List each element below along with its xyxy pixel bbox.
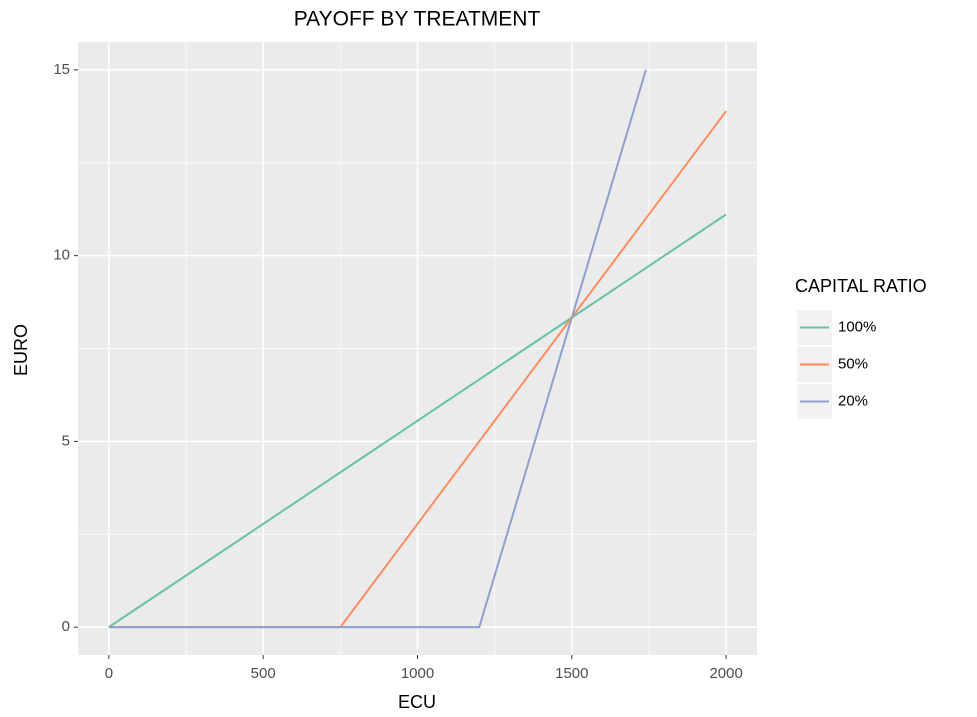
x-tick-label: 1500 — [555, 665, 588, 682]
y-axis-label: EURO — [11, 324, 31, 376]
grid — [78, 42, 757, 655]
series-line — [108, 69, 647, 629]
series-line — [108, 213, 727, 628]
x-tick-label: 500 — [251, 665, 276, 682]
legend-title: CAPITAL RATIO — [795, 276, 927, 296]
y-tick-label: 0 — [62, 618, 70, 635]
x-axis-label: ECU — [398, 692, 436, 712]
legend-label: 20% — [838, 392, 868, 409]
legend-label: 100% — [838, 318, 876, 335]
legend-label: 50% — [838, 355, 868, 372]
x-tick-label: 1000 — [401, 665, 434, 682]
x-tick-label: 2000 — [709, 665, 742, 682]
y-tick-label: 15 — [53, 61, 70, 78]
lines — [108, 69, 727, 629]
chart-title: PAYOFF BY TREATMENT — [294, 8, 541, 31]
y-tick-label: 5 — [62, 432, 70, 449]
y-tick-label: 10 — [53, 247, 70, 264]
x-tick-label: 0 — [105, 665, 113, 682]
